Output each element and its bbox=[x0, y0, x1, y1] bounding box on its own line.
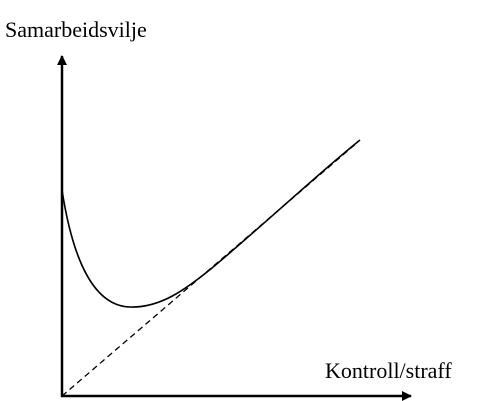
curve bbox=[61, 139, 361, 308]
y-axis-label: Samarbeidsvilje bbox=[5, 17, 147, 42]
x-axis-label: Kontroll/straff bbox=[325, 358, 452, 383]
